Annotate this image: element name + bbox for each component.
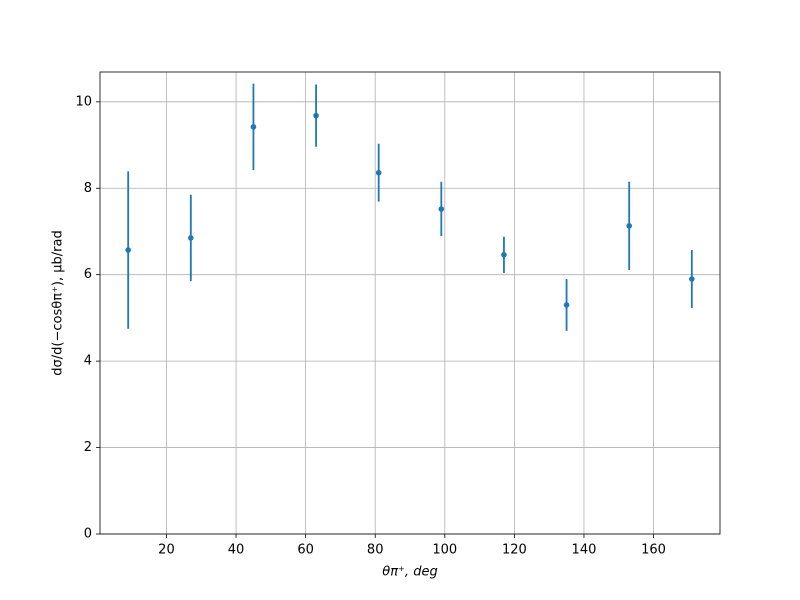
x-tick-label: 140 [572,543,597,558]
plot-frame [99,71,721,535]
x-tick-label: 40 [228,543,245,558]
data-point [375,169,382,176]
data-point [313,112,319,119]
x-tick-label: 100 [432,543,457,558]
data-point [626,223,632,229]
x-tick-label: 160 [641,543,666,558]
x-axis-label: θπ⁺, deg [382,565,437,580]
y-tick-label: 4 [84,354,92,369]
x-tick-label: 60 [297,543,314,558]
y-tick-label: 10 [75,94,92,109]
x-tick-label: 80 [367,543,384,558]
y-tick-label: 8 [84,181,92,196]
data-point [689,276,695,282]
data-point [125,247,131,253]
data-point [501,252,507,258]
x-tick-label: 120 [502,543,527,558]
y-tick-label: 6 [84,267,92,282]
y-tick-label: 2 [84,440,92,455]
data-point [438,206,445,212]
data-point [563,302,570,308]
data-point [188,235,194,241]
y-tick-label: 0 [84,527,92,542]
data-point [250,124,257,130]
x-tick-label: 20 [158,543,175,558]
y-axis-label: dσ/d(−cosθπ⁺), μb/rad [51,230,66,375]
